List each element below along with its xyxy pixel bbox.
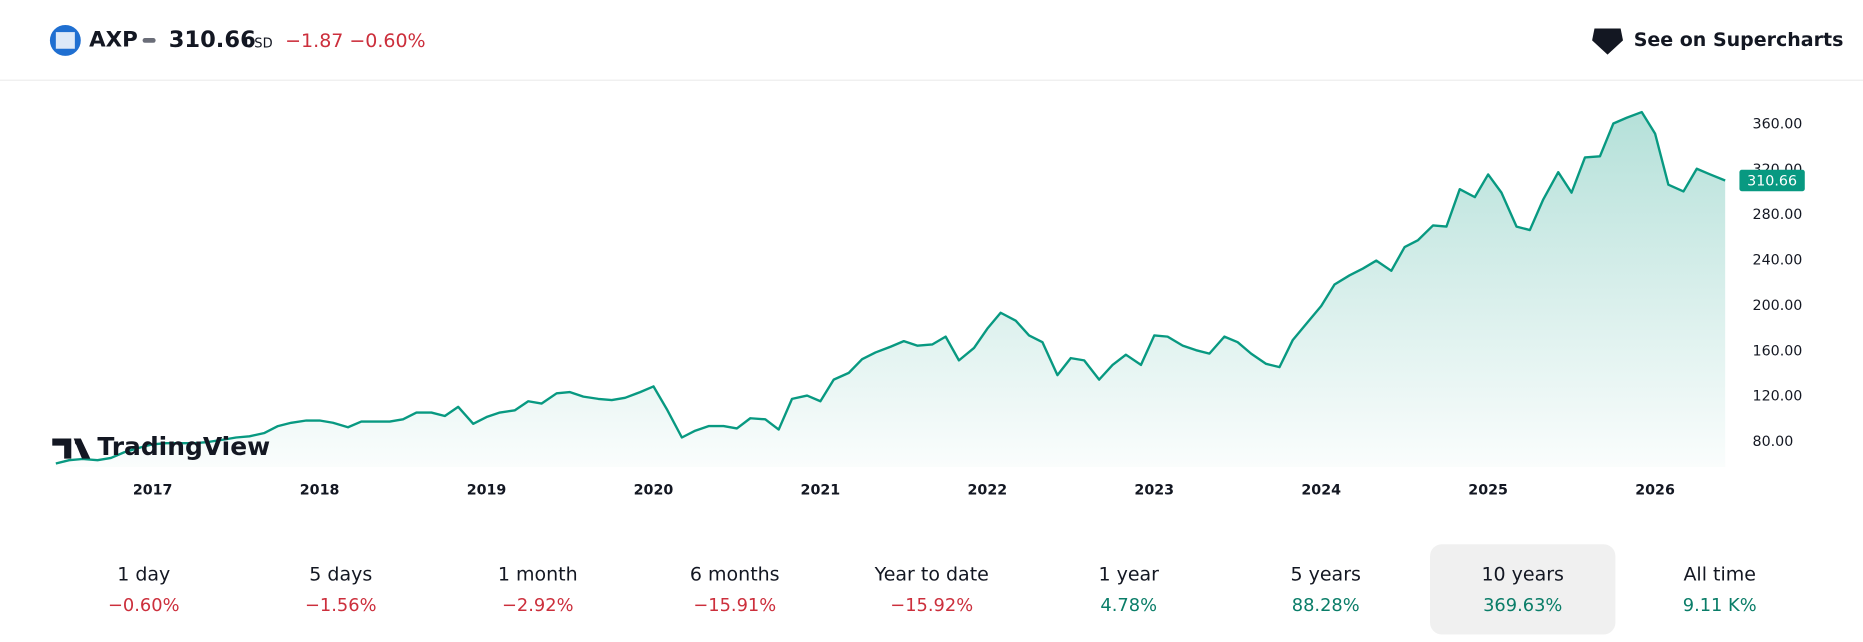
y-tick-label: 360.00	[1753, 117, 1803, 133]
x-tick-label: 2020	[634, 483, 674, 499]
area-fill	[55, 112, 1726, 467]
symbol: AXP	[89, 27, 138, 52]
period-value[interactable]: 369.63%	[1483, 595, 1562, 616]
period-value[interactable]: 9.11 K%	[1683, 595, 1757, 616]
watermark-text: TradingView	[97, 432, 270, 461]
period-value[interactable]: −1.56%	[305, 595, 377, 616]
x-tick-label: 2023	[1134, 483, 1174, 499]
period-label[interactable]: 5 years	[1291, 564, 1361, 586]
x-tick-label: 2026	[1635, 483, 1675, 499]
x-tick-label: 2022	[967, 483, 1007, 499]
price: 310.66	[169, 27, 256, 53]
x-tick-label: 2021	[801, 483, 841, 499]
period-value[interactable]: −0.60%	[108, 595, 180, 616]
watermark: TradingView	[52, 432, 270, 461]
change-percent: −0.60%	[349, 30, 425, 52]
period-label[interactable]: 1 day	[117, 564, 170, 586]
y-tick-label: 200.00	[1753, 298, 1803, 314]
watermark-dot	[74, 438, 82, 446]
y-tick-label: 160.00	[1753, 343, 1803, 359]
period-label[interactable]: 10 years	[1481, 564, 1564, 586]
y-tick-label: 240.00	[1753, 253, 1803, 269]
logo-inner	[55, 32, 75, 49]
y-tick-label: 280.00	[1753, 207, 1803, 223]
change: −1.87	[285, 30, 343, 52]
x-tick-label: 2019	[467, 483, 507, 499]
last-price-tag	[1739, 169, 1805, 192]
x-tick-label: 2024	[1301, 483, 1341, 499]
y-tick-label: 120.00	[1753, 389, 1803, 405]
price-line	[55, 110, 1726, 465]
y-tick-label: 80.00	[1753, 434, 1794, 450]
currency: USD	[245, 36, 273, 51]
periods: 1 day −0.60% 5 days −1.56% 1 month −2.92% 6 mo…	[108, 544, 1757, 635]
x-tick-label: 2025	[1468, 483, 1508, 499]
period-label[interactable]: 1 year	[1098, 564, 1159, 586]
period-value[interactable]: −2.92%	[502, 595, 574, 616]
x-tick-label: 2017	[133, 483, 173, 499]
period-label[interactable]: Year to date	[874, 564, 989, 586]
period-value[interactable]: 4.78%	[1100, 595, 1157, 616]
watermark-logo	[52, 438, 91, 459]
period-label[interactable]: All time	[1683, 564, 1756, 586]
supercharts-link[interactable]: See on Supercharts	[1634, 29, 1844, 51]
x-tick-label: 2018	[300, 483, 340, 499]
separator	[142, 38, 156, 43]
plot: 80.00120.00160.00200.00240.00280.00320.0…	[55, 110, 1805, 499]
period-value[interactable]: −15.92%	[890, 595, 973, 616]
supercharts-icon[interactable]	[1592, 28, 1623, 55]
period-label[interactable]: 5 days	[309, 564, 372, 586]
period-selected	[1430, 544, 1616, 635]
period-label[interactable]: 1 month	[498, 564, 578, 586]
period-value[interactable]: 88.28%	[1292, 595, 1360, 616]
last-price-label: 310.66	[1747, 174, 1797, 190]
period-label[interactable]: 6 months	[690, 564, 780, 586]
header: AXP 310.66 USD −1.87 −0.60% See on Super…	[0, 24, 1863, 81]
period-value[interactable]: −15.91%	[693, 595, 776, 616]
